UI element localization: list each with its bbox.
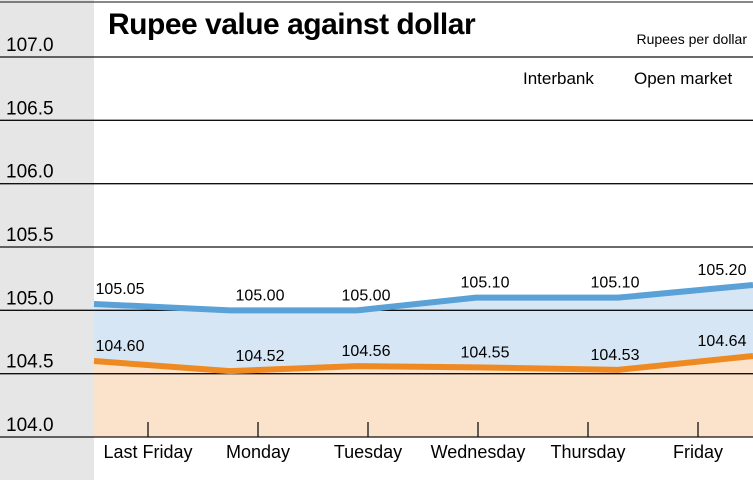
data-label-lower: 104.64 <box>698 333 747 350</box>
series-line-lower <box>93 352 753 375</box>
y-axis-unit-label: Rupees per dollar <box>636 31 747 47</box>
data-label-lower: 104.53 <box>591 347 640 364</box>
area-layer <box>94 285 753 437</box>
y-tick-label: 105.5 <box>6 225 54 246</box>
y-tick-label: 104.0 <box>6 415 54 436</box>
y-tick-labels: 104.0 104.5 105.0 105.5 106.0 106.5 107.0 <box>6 35 54 436</box>
data-label-lower: 104.56 <box>342 343 391 360</box>
line-layer <box>93 282 753 375</box>
y-axis-band <box>0 0 94 480</box>
chart-title: Rupee value against dollar <box>108 8 476 41</box>
y-tick-label: 107.0 <box>6 35 54 56</box>
y-tick-label: 106.0 <box>6 162 54 183</box>
y-tick-label: 106.5 <box>6 98 54 119</box>
x-tick-labels: Last Friday Monday Tuesday Wednesday Thursda… <box>103 442 723 462</box>
x-tick-label: Thursday <box>550 442 625 462</box>
data-label-upper: 105.10 <box>461 275 510 292</box>
area-lower <box>94 355 753 437</box>
y-tick-label: 104.5 <box>6 352 54 373</box>
data-labels: 105.05 105.00 105.00 105.10 105.10 105.20 104.… <box>96 262 747 365</box>
x-tick-label: Last Friday <box>103 442 192 462</box>
data-label-lower: 104.55 <box>461 344 510 361</box>
y-tick-label: 105.0 <box>6 288 54 309</box>
x-tick-marks <box>147 422 699 437</box>
data-label-upper: 105.20 <box>698 262 747 279</box>
x-tick-label: Tuesday <box>334 442 402 462</box>
data-label-upper: 105.00 <box>236 287 285 304</box>
data-label-lower: 104.52 <box>236 348 285 365</box>
x-tick-label: Wednesday <box>431 442 526 462</box>
area-upper <box>94 285 753 372</box>
data-label-lower: 104.60 <box>96 338 145 355</box>
x-tick-label: Monday <box>226 442 290 462</box>
legend-entry-interbank: Interbank <box>523 69 594 88</box>
data-label-upper: 105.10 <box>591 275 640 292</box>
series-line-upper <box>93 282 753 314</box>
legend-entry-open-market: Open market <box>634 69 733 88</box>
data-label-upper: 105.00 <box>342 287 391 304</box>
x-tick-label: Friday <box>673 442 723 462</box>
data-label-upper: 105.05 <box>96 281 145 298</box>
